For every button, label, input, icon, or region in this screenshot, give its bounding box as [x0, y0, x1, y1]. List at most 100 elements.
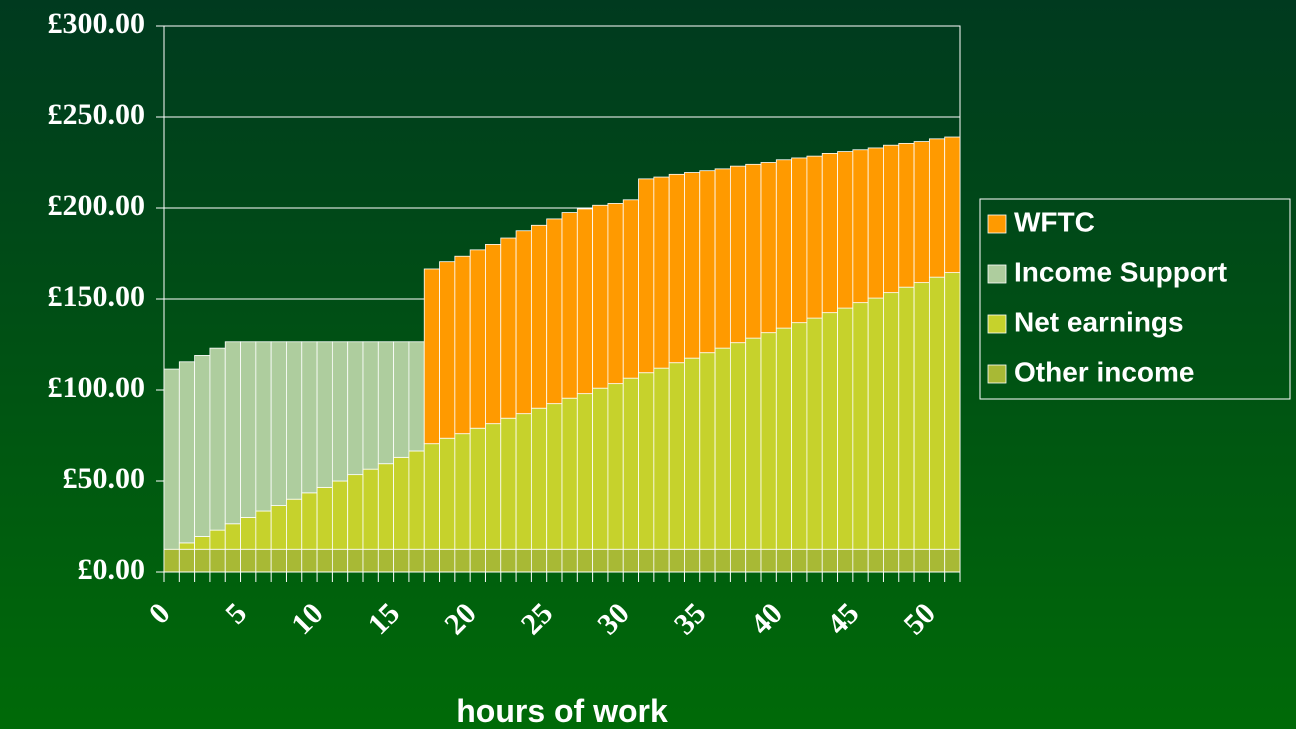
bar-segment	[913, 548, 930, 573]
bar-segment	[607, 383, 624, 550]
bar-segment	[898, 142, 915, 288]
bar-segment	[699, 352, 716, 550]
bar-segment	[561, 548, 578, 573]
bar-segment	[622, 548, 639, 573]
x-tick-label: 20	[438, 597, 483, 642]
bar-segment	[347, 548, 364, 573]
bar-segment	[163, 548, 180, 573]
bar-segment	[729, 548, 747, 573]
bar-segment	[286, 498, 303, 550]
bar-segment	[592, 387, 609, 550]
bar-segment	[714, 548, 731, 573]
bar-segment	[515, 413, 532, 550]
x-tick-label: 45	[821, 597, 866, 642]
bar-segment	[209, 548, 226, 573]
bar-segment	[331, 480, 349, 550]
bar-segment	[393, 548, 410, 573]
bar-segment	[515, 548, 532, 573]
bar-segment	[331, 548, 349, 573]
bar-segment	[301, 548, 318, 573]
bar-segment	[714, 168, 731, 349]
bar-segment	[362, 468, 379, 550]
bar-segment	[178, 542, 196, 550]
bar-segment	[928, 276, 946, 550]
bar-segment	[684, 548, 701, 573]
x-tick-label: 50	[897, 597, 942, 642]
y-tick-label: £0.00	[78, 553, 146, 586]
bar-segment	[837, 548, 854, 573]
bar-segment	[852, 149, 869, 304]
bar-segment	[561, 212, 578, 399]
legend-label: Other income	[1014, 356, 1194, 387]
bar-segment	[316, 548, 333, 573]
x-tick-label: 35	[668, 597, 713, 642]
bar-segment	[729, 165, 747, 344]
legend-box	[979, 198, 1291, 400]
bar-segment	[653, 548, 670, 573]
bar-segment	[821, 312, 838, 550]
bar-segment	[286, 341, 303, 500]
bar-segment	[821, 548, 838, 573]
bar-segment	[469, 249, 486, 429]
bar-segment	[592, 548, 609, 573]
bar-segment	[546, 403, 563, 550]
bar-segment	[867, 297, 884, 550]
legend-swatch	[987, 214, 1007, 234]
bar-segment	[883, 144, 900, 294]
bar-segment	[209, 529, 226, 550]
bar-segment	[347, 341, 364, 476]
bar-segment	[607, 203, 624, 385]
legend-swatch	[987, 364, 1007, 384]
bar-segment	[867, 147, 884, 299]
bar-segment	[607, 548, 624, 573]
x-tick-label: 15	[362, 597, 407, 642]
bar-segment	[194, 355, 211, 537]
bar-segment	[331, 341, 349, 482]
bar-segment	[255, 548, 272, 573]
bar-segment	[806, 317, 823, 550]
bar-segment	[821, 152, 838, 314]
bar-segment	[653, 367, 670, 550]
bar-segment	[852, 302, 869, 550]
bar-segment	[454, 433, 471, 550]
bar-segment	[576, 548, 594, 573]
bar-segment	[546, 548, 563, 573]
y-tick-label: £300.00	[48, 7, 146, 40]
bar-segment	[224, 548, 241, 573]
bar-segment	[500, 417, 517, 550]
bar-segment	[377, 341, 395, 465]
bar-segment	[439, 548, 456, 573]
bar-segment	[760, 548, 777, 573]
y-tick-label: £200.00	[48, 189, 146, 222]
bar-segment	[515, 230, 532, 415]
bar-segment	[668, 548, 685, 573]
legend-swatch	[987, 314, 1007, 334]
bar-segment	[775, 327, 793, 550]
bar-segment	[240, 548, 257, 573]
bar-segment	[745, 337, 762, 550]
bar-segment	[684, 357, 701, 550]
bar-segment	[806, 155, 823, 319]
bar-segment	[561, 397, 578, 550]
bar-segment	[163, 368, 180, 550]
bar-segment	[439, 261, 456, 439]
bar-segment	[209, 347, 226, 531]
bar-segment	[408, 341, 425, 452]
bar-segment	[530, 224, 548, 409]
bar-segment	[255, 341, 272, 512]
bar-segment	[837, 307, 854, 550]
bar-segment	[867, 548, 884, 573]
bar-segment	[944, 548, 961, 573]
bar-segment	[377, 463, 395, 550]
x-tick-label: 5	[219, 597, 253, 631]
bar-segment	[194, 536, 211, 550]
bar-segment	[194, 548, 211, 573]
bar-segment	[760, 162, 777, 334]
legend-label: Income Support	[1014, 256, 1227, 287]
bar-segment	[347, 474, 364, 550]
bar-segment	[393, 341, 410, 458]
bar-segment	[530, 548, 548, 573]
legend-label: WFTC	[1014, 206, 1095, 237]
legend-label: Net earnings	[1014, 306, 1184, 337]
